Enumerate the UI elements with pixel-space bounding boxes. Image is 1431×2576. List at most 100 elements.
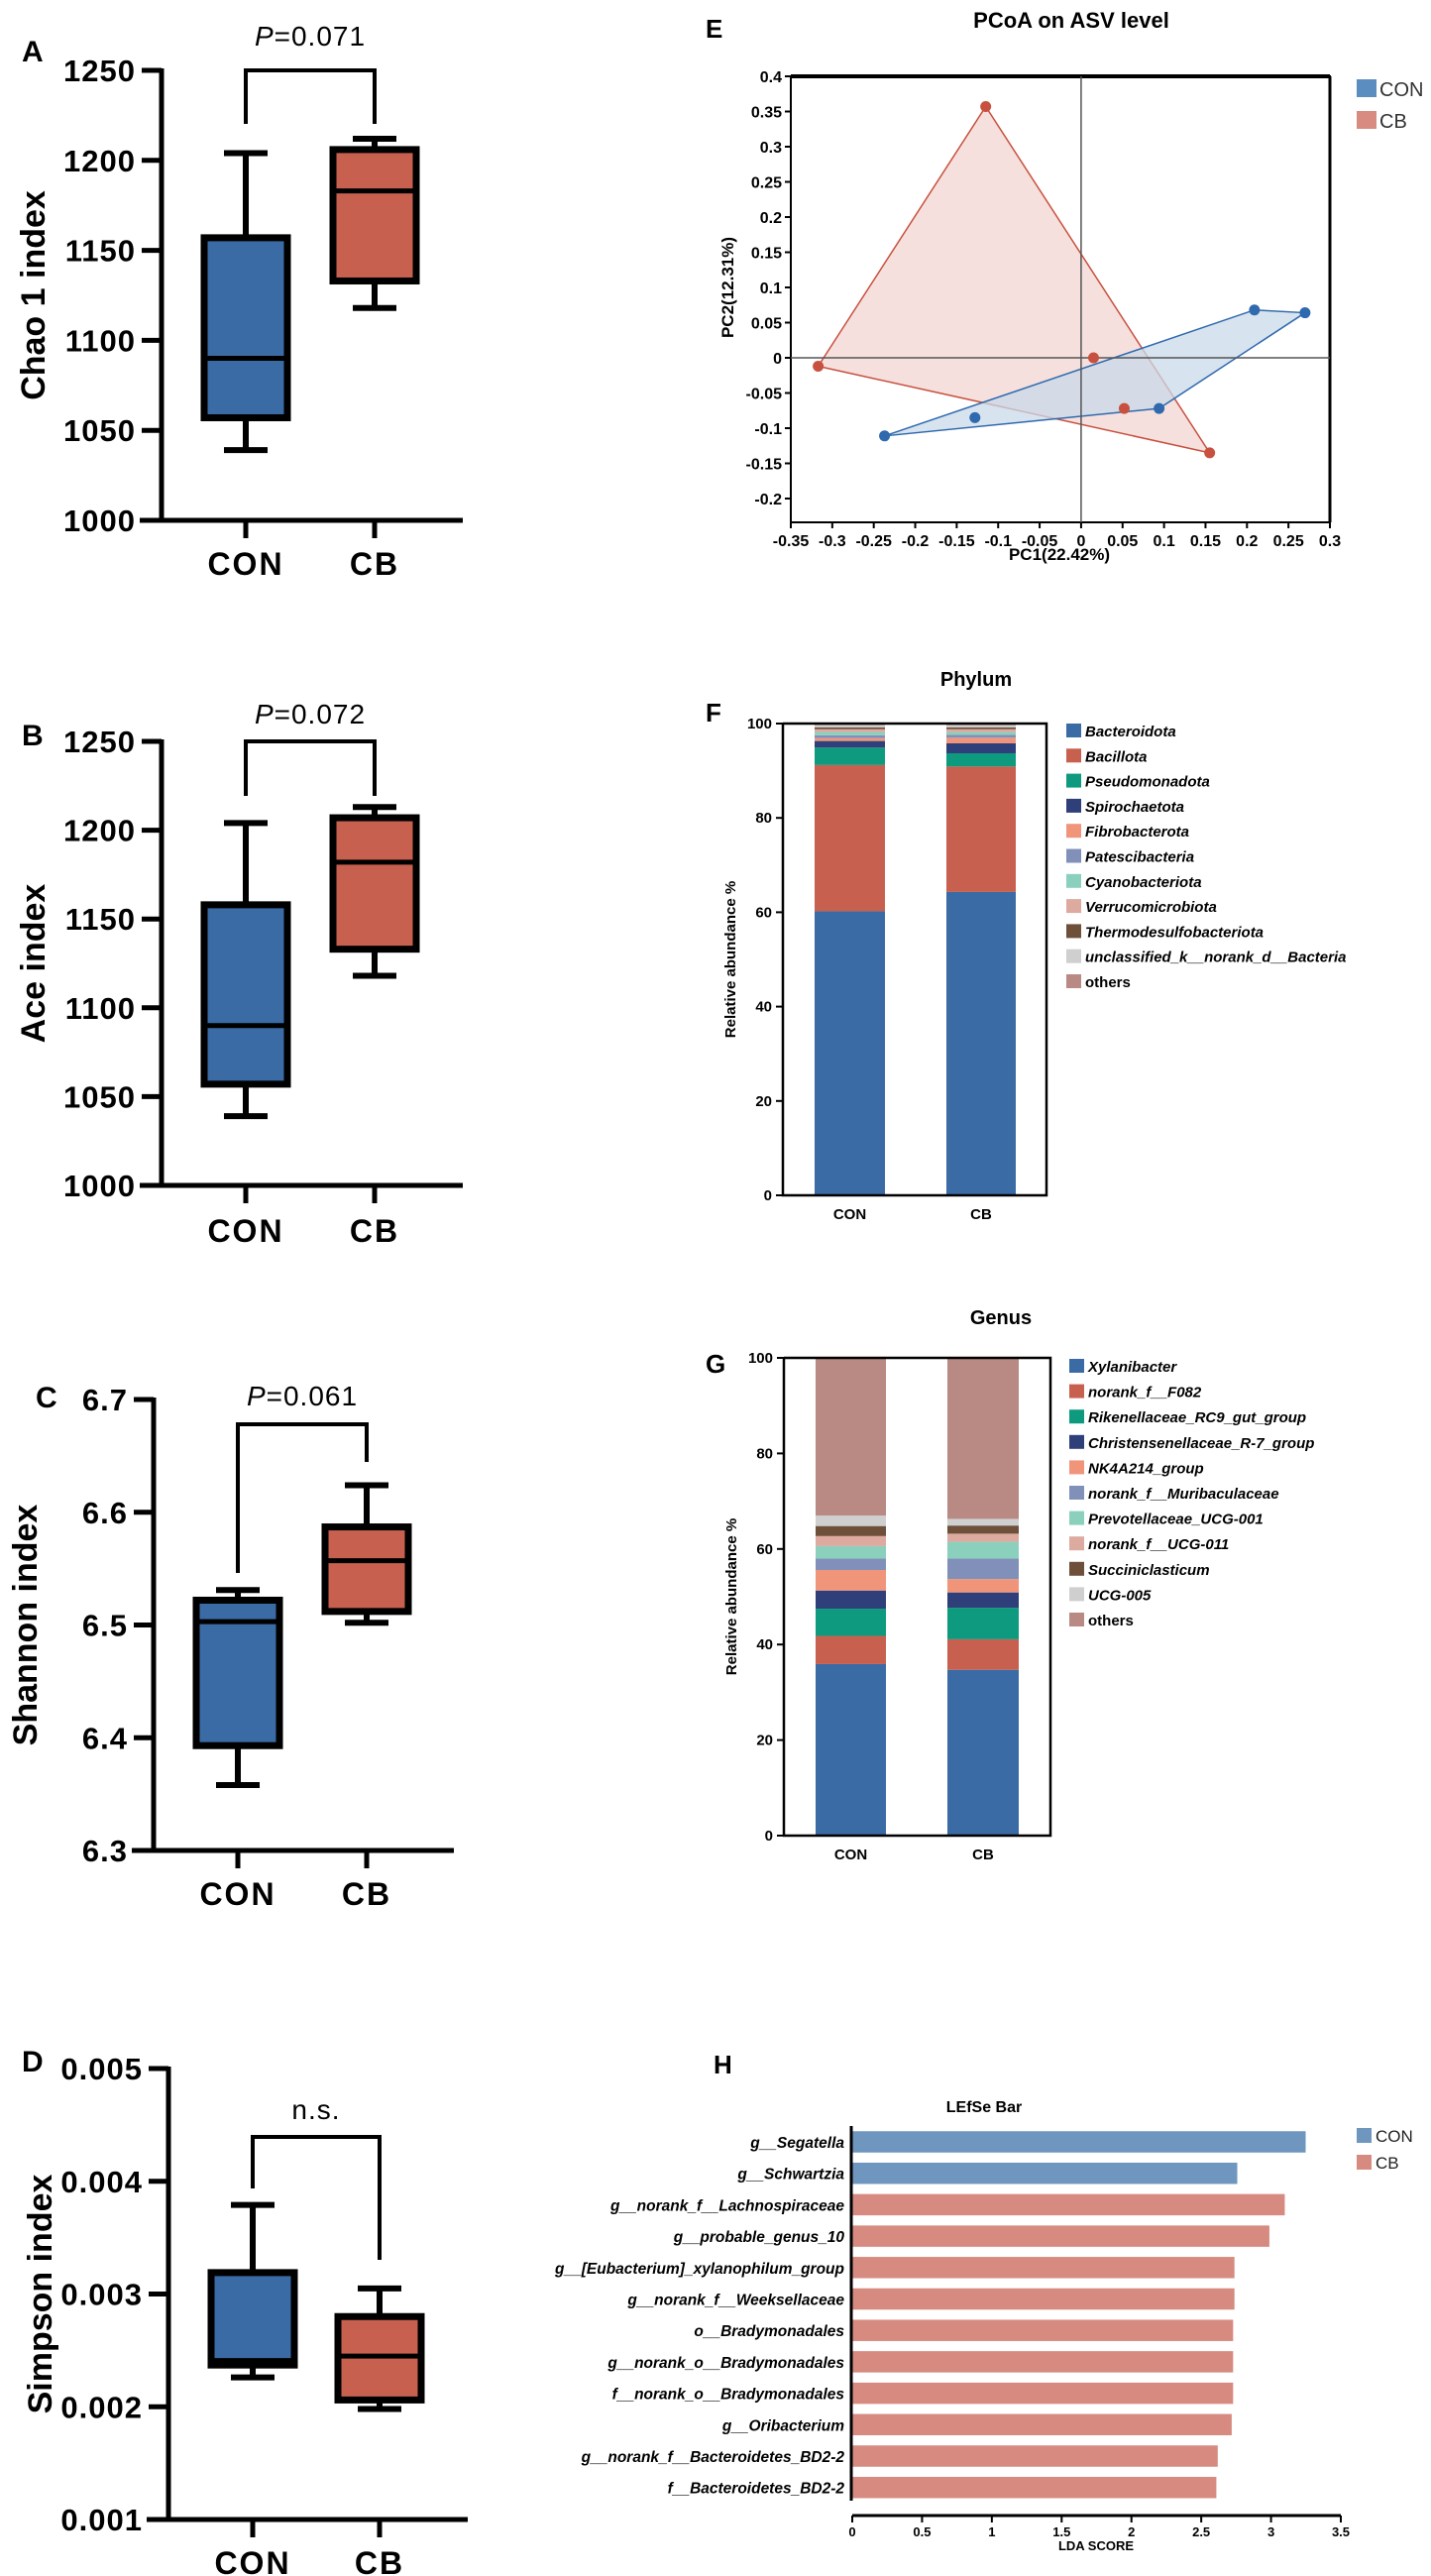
bar-segment xyxy=(947,1525,1019,1534)
y-tick-label: 40 xyxy=(755,999,772,1016)
lda-bar xyxy=(851,2256,1236,2280)
legend-swatch xyxy=(1069,1460,1084,1475)
x-tick-label: 0.15 xyxy=(1190,533,1221,550)
bar-segment xyxy=(816,1558,886,1571)
box-cb xyxy=(334,2285,425,2412)
data-point-cb xyxy=(813,361,825,373)
x-tick-label: 0.5 xyxy=(913,2524,931,2539)
legend-label: Pseudomonadota xyxy=(1085,774,1210,791)
legend-label: Patescibacteria xyxy=(1085,849,1194,866)
lda-bar xyxy=(851,2413,1233,2436)
legend-swatch xyxy=(1069,1384,1084,1399)
p-value: n.s. xyxy=(291,2094,340,2125)
p-value-label: P=0.072 xyxy=(255,699,366,729)
y-tick-label: 1000 xyxy=(63,504,136,538)
feature-label: g__Oribacterium xyxy=(721,2417,844,2434)
bar-segment xyxy=(816,1535,886,1546)
x-tick-label: CB xyxy=(350,546,399,582)
box-iqr xyxy=(321,1523,412,1616)
bar-segment xyxy=(946,728,1016,732)
feature-label: f__Bacteroidetes_BD2-2 xyxy=(668,2481,845,2498)
x-tick-label: 2 xyxy=(1128,2524,1135,2539)
bracket-line xyxy=(251,2135,382,2260)
box-iqr xyxy=(329,814,420,953)
bar-segment xyxy=(816,1545,886,1559)
y-tick-label: 0 xyxy=(765,1828,773,1845)
p-value: =0.072 xyxy=(275,699,366,729)
data-point-cb xyxy=(1087,352,1099,364)
feature-label: f__norank_o__Bradymonadales xyxy=(612,2387,845,2404)
y-tick-label: 0.001 xyxy=(60,2503,143,2537)
legend-swatch xyxy=(1066,724,1081,737)
legend-label: Spirochaetota xyxy=(1085,799,1184,816)
legend-swatch-con xyxy=(1357,2128,1372,2143)
y-tick-label: 0.4 xyxy=(760,69,782,86)
bar-segment xyxy=(947,1608,1019,1639)
bar-segment xyxy=(946,766,1016,892)
y-tick-label: 100 xyxy=(747,716,772,732)
bar-segment xyxy=(947,1533,1019,1542)
panel-letter: C xyxy=(36,1382,57,1414)
legend-label: CON xyxy=(1379,79,1423,101)
bar-segment xyxy=(946,742,1016,753)
x-tick-label: 0.2 xyxy=(1236,533,1258,550)
chart-title: PCoA on ASV level xyxy=(973,8,1169,33)
legend-label: Fibrobacterota xyxy=(1085,824,1189,840)
y-tick-label: 0 xyxy=(764,1187,772,1204)
x-tick-label: 3 xyxy=(1267,2524,1274,2539)
data-point-con xyxy=(969,411,981,423)
bar-segment xyxy=(816,1570,886,1591)
p-value: =0.071 xyxy=(275,21,366,52)
box-con xyxy=(200,820,291,1120)
bar-segment xyxy=(946,891,1016,1195)
legend-swatch xyxy=(1066,924,1081,939)
data-point-con xyxy=(1249,304,1261,316)
bar-segment xyxy=(815,747,885,765)
x-tick-label: 0.25 xyxy=(1273,533,1304,550)
bar-segment xyxy=(947,1638,1019,1670)
legend-label: NK4A214_group xyxy=(1088,1460,1204,1477)
x-tick-label: CON xyxy=(207,546,283,582)
x-tick-label: CB xyxy=(350,1213,399,1249)
x-tick-label: 0.3 xyxy=(1319,533,1341,550)
y-tick-label: 1250 xyxy=(63,54,136,88)
bar-segment xyxy=(816,1515,886,1526)
panel-f-stacked-bar: F Phylum CON CB 0 20 40 60 80 100 Relative abundan… xyxy=(706,669,1346,1223)
lda-bar xyxy=(851,2444,1219,2468)
data-point-cb xyxy=(980,101,992,113)
legend-swatch xyxy=(1069,1434,1084,1449)
y-tick-label: 0.3 xyxy=(760,140,782,157)
feature-label: g__norank_f__Lachnospiraceae xyxy=(609,2197,844,2214)
y-tick-label: 0 xyxy=(773,351,782,368)
y-tick-label: 0.002 xyxy=(60,2390,143,2424)
x-tick-label: -0.25 xyxy=(855,533,892,550)
bar-segment xyxy=(816,1525,886,1536)
legend-swatch xyxy=(1069,1511,1084,1525)
legend-swatch xyxy=(1066,949,1081,963)
panel-a-boxplot: A 1000 1050 1100 1150 1200 1250 Chao 1 index CON… xyxy=(15,21,463,582)
legend-label: others xyxy=(1088,1613,1134,1629)
panel-b-boxplot: B 1000 1050 1100 1150 1200 1250 Ace index CON CB P… xyxy=(15,699,463,1249)
x-tick-label: 1 xyxy=(988,2524,995,2539)
y-tick-label: 1100 xyxy=(65,323,136,358)
y-tick-label: 1000 xyxy=(63,1169,136,1203)
legend-label: CB xyxy=(1379,111,1407,133)
y-tick-label: 1200 xyxy=(63,814,136,848)
bar-segment xyxy=(815,740,885,748)
x-tick-label: -0.2 xyxy=(902,533,930,550)
y-axis-title: Chao 1 index xyxy=(15,190,53,400)
significance-bracket: P=0.072 xyxy=(244,699,377,796)
box-iqr xyxy=(207,2269,298,2369)
legend-label: Xylanibacter xyxy=(1087,1359,1177,1376)
legend-label: Verrucomicrobiota xyxy=(1085,899,1217,916)
x-tick-label: -0.35 xyxy=(773,533,810,550)
y-tick-label: -0.2 xyxy=(754,492,782,508)
legend-swatch xyxy=(1066,798,1081,813)
bar-segment xyxy=(815,737,885,741)
panel-letter: E xyxy=(706,14,722,44)
y-axis-title: Simpson index xyxy=(22,2175,59,2414)
y-tick-label: 0.25 xyxy=(751,175,782,192)
legend-label: Bacillota xyxy=(1085,748,1148,765)
x-tick-label: -0.1 xyxy=(984,533,1012,550)
y-tick-label: 60 xyxy=(756,1541,773,1558)
